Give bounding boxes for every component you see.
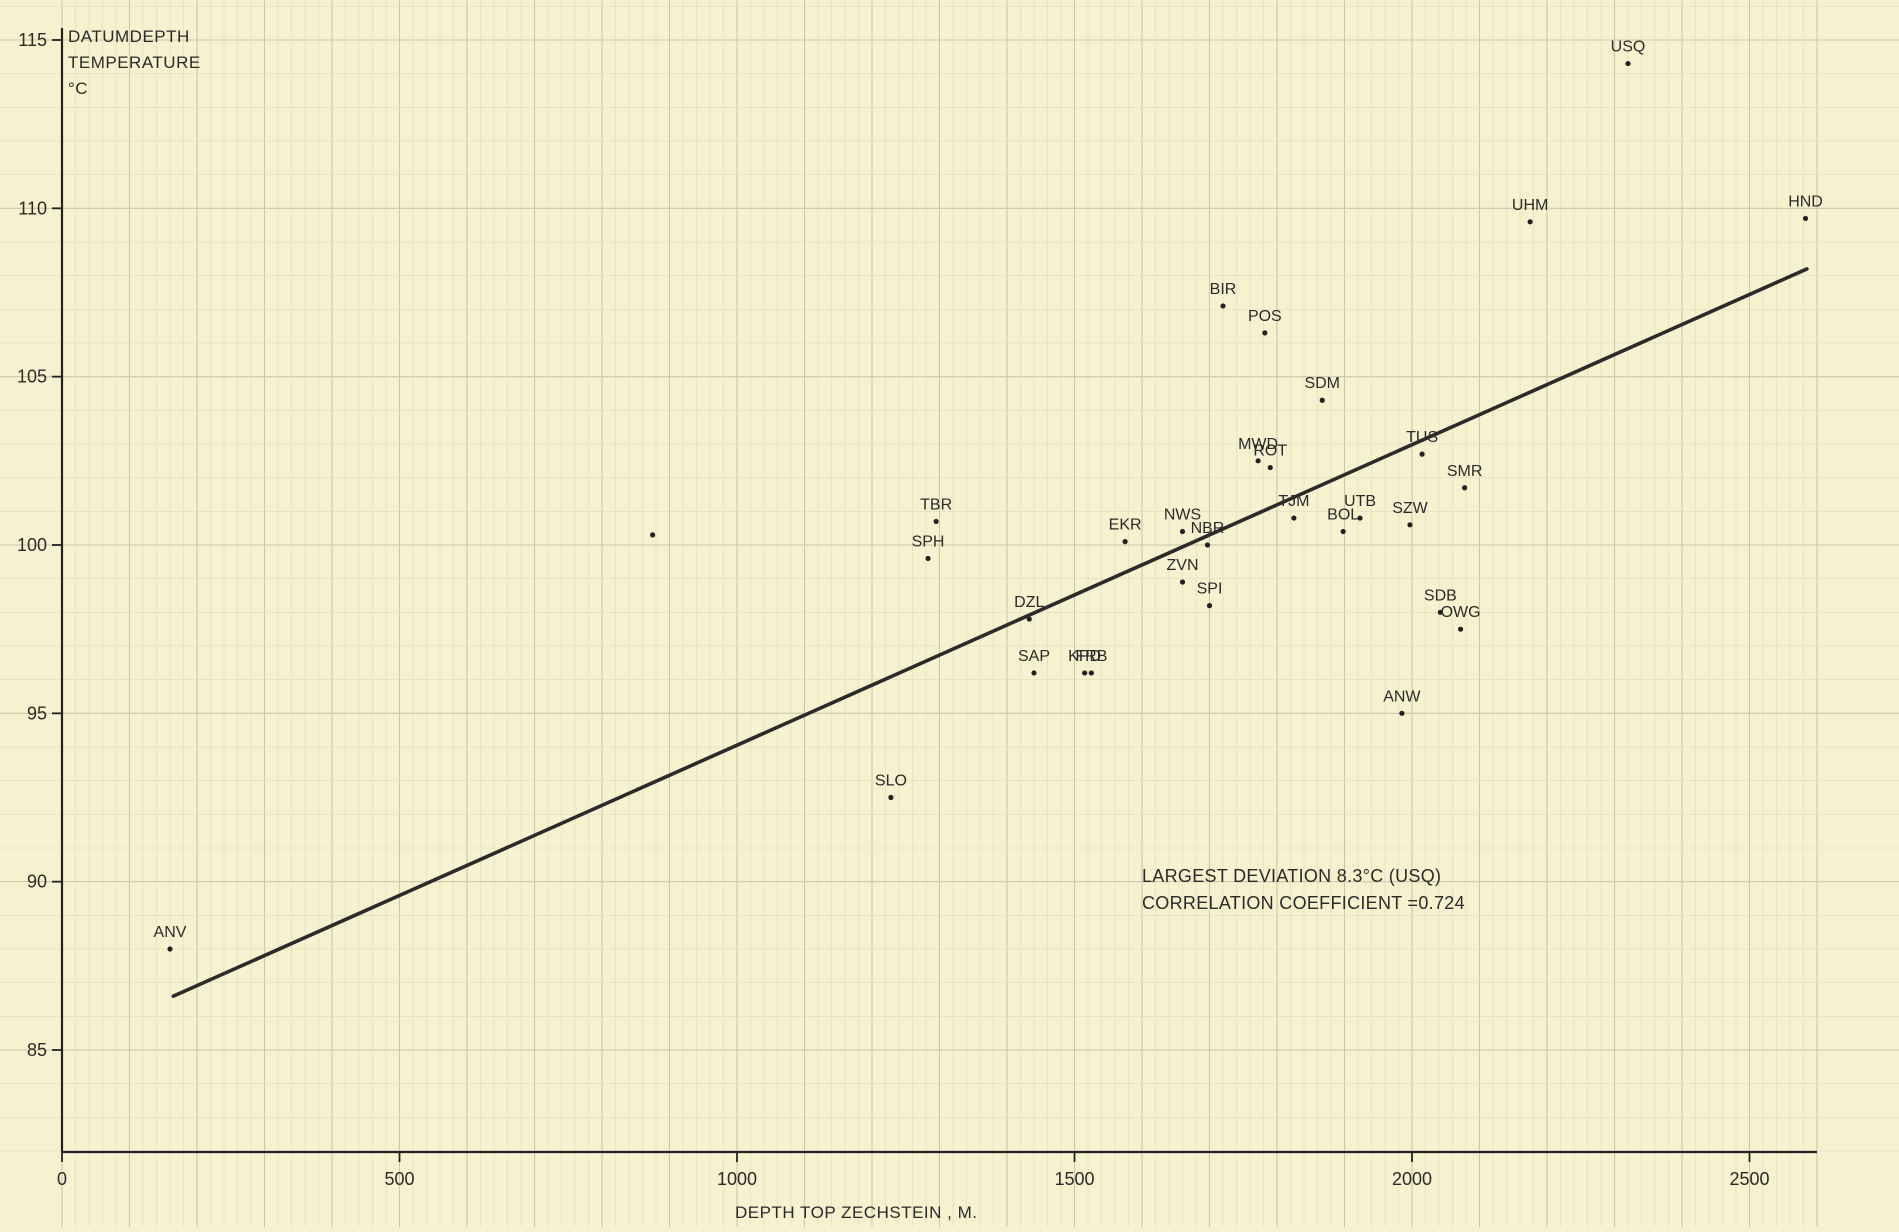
data-point: [1340, 528, 1346, 535]
data-point-label: KPD: [1068, 648, 1101, 665]
data-point: [1206, 603, 1213, 609]
data-point-label: SZW: [1392, 500, 1428, 517]
data-point: [1419, 451, 1425, 457]
data-point-label: UHM: [1512, 197, 1548, 214]
data-point-label: ZVN: [1167, 557, 1199, 574]
data-point-label: OWG: [1441, 604, 1481, 621]
data-point: [1026, 616, 1032, 622]
y-tick-label: 95: [27, 703, 47, 723]
data-point-label: NBR: [1191, 520, 1225, 537]
y-tick-label: 85: [27, 1040, 47, 1060]
data-point: [1802, 215, 1809, 222]
data-point: [1179, 579, 1186, 585]
data-point-label: NWS: [1164, 507, 1201, 524]
data-point: [1319, 397, 1325, 403]
y-tick-label: 110: [18, 198, 47, 218]
data-point-label: SMR: [1447, 463, 1483, 480]
y-tick-label: 105: [17, 367, 47, 387]
data-point-label: SPH: [912, 533, 945, 550]
data-point: [1625, 60, 1631, 67]
data-point: [1220, 303, 1226, 309]
x-tick-label: 2500: [1729, 1169, 1769, 1189]
data-point-label: ANV: [154, 924, 187, 941]
data-point-label: UTB: [1344, 493, 1376, 510]
data-point-label: BOL: [1327, 507, 1359, 524]
y-axis-title-line-1: DATUMDEPTH: [68, 27, 190, 46]
data-point-label: TJM: [1278, 493, 1309, 510]
data-point: [1399, 710, 1405, 716]
data-point-label: FRB: [1075, 648, 1107, 665]
y-axis-title-line-2: TEMPERATURE: [68, 53, 201, 72]
data-point: [1088, 670, 1094, 676]
data-point-label: ANW: [1383, 688, 1421, 705]
data-point-label: TUS: [1406, 429, 1438, 446]
data-point-label: ROT: [1253, 443, 1287, 460]
data-point: [1179, 528, 1186, 535]
data-point: [1357, 515, 1363, 521]
annotation-largest-deviation: LARGEST DEVIATION 8.3°C (USQ): [1142, 866, 1441, 886]
data-point: [1437, 609, 1443, 615]
annotation-correlation: CORRELATION COEFFICIENT =0.724: [1142, 893, 1465, 913]
data-point-label: MWD: [1238, 436, 1278, 453]
data-point-label: SLO: [875, 773, 907, 790]
data-point-label: TBR: [920, 496, 952, 513]
data-point: [1262, 330, 1268, 336]
data-point: [1407, 522, 1413, 528]
x-tick-label: 500: [384, 1169, 414, 1189]
data-point: [1527, 219, 1533, 225]
y-tick-label: 90: [27, 872, 47, 892]
y-tick-label: 115: [18, 30, 47, 50]
data-point: [888, 794, 894, 801]
data-point-label: EKR: [1109, 517, 1142, 534]
data-point: [650, 532, 656, 538]
data-point-label: DZL: [1014, 594, 1044, 611]
data-point: [1082, 670, 1088, 676]
data-point-label: SAP: [1018, 648, 1050, 665]
y-axis-title-line-3: °C: [68, 79, 88, 98]
data-point: [1291, 515, 1297, 521]
y-tick-label: 100: [17, 535, 47, 555]
data-point: [1122, 539, 1128, 545]
data-point: [925, 555, 931, 562]
data-point-label: SDB: [1424, 587, 1457, 604]
data-point: [1204, 542, 1211, 548]
data-point: [1458, 626, 1464, 632]
data-point: [1031, 670, 1037, 676]
data-point: [933, 518, 939, 525]
axes: 85 90 95 100 105 110 115 0 500 1000 1500 2000 2500: [17, 28, 1817, 1189]
data-point: [1267, 464, 1273, 471]
data-point-label: SDM: [1304, 375, 1340, 392]
x-axis-title: DEPTH TOP ZECHSTEIN , M.: [735, 1203, 977, 1222]
regression-line-group: [171, 267, 1809, 998]
data-point-label: POS: [1248, 308, 1282, 325]
data-point: [1462, 485, 1468, 491]
data-point-label: BIR: [1210, 281, 1237, 298]
data-point-label: USQ: [1611, 39, 1646, 56]
x-tick-label: 1000: [717, 1169, 757, 1189]
data-point: [1255, 458, 1261, 464]
data-point: [167, 946, 173, 952]
data-point-label: HND: [1788, 193, 1823, 210]
x-tick-label: 0: [57, 1169, 67, 1189]
x-tick-label: 1500: [1054, 1169, 1094, 1189]
data-point-label: SPI: [1197, 581, 1223, 598]
x-tick-label: 2000: [1392, 1169, 1432, 1189]
regression-line: [171, 267, 1809, 998]
